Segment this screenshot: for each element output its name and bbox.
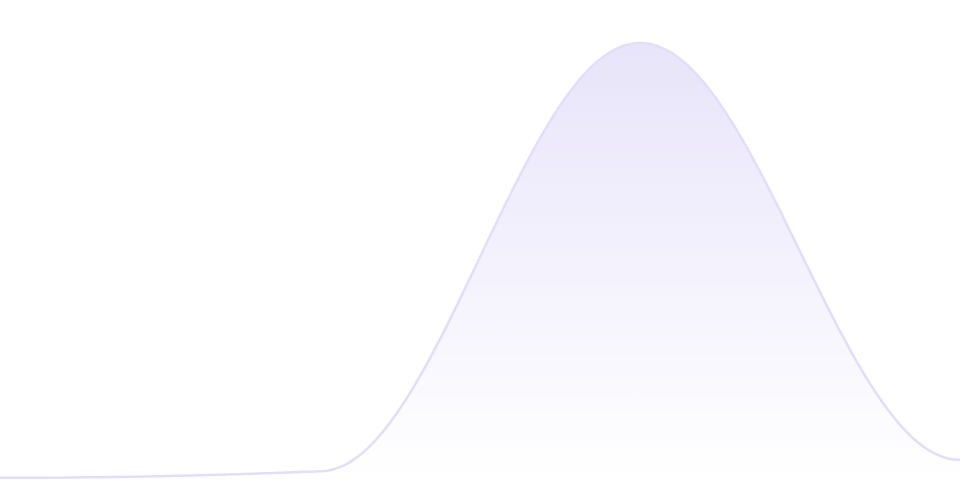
series-line xyxy=(0,41,960,480)
area-fill xyxy=(0,43,960,480)
